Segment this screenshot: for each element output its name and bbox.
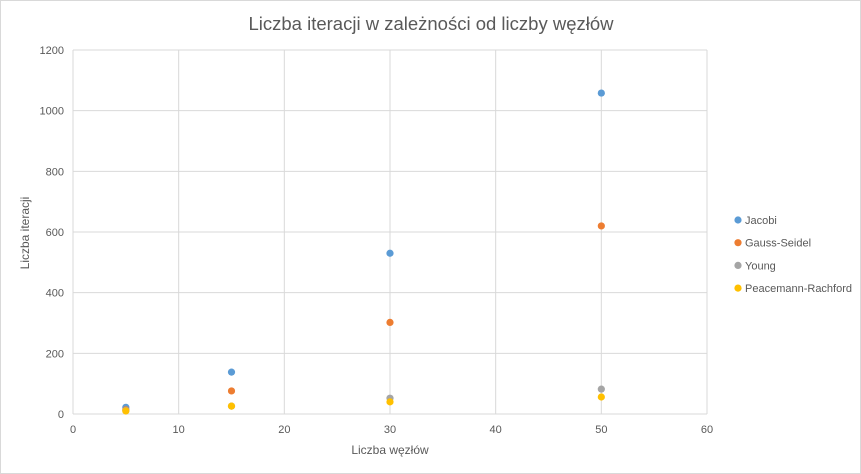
legend-item: Young <box>734 260 776 272</box>
x-tick-label: 30 <box>384 424 396 436</box>
series-peacemann-rachford <box>122 393 605 415</box>
series-jacobi <box>122 89 605 411</box>
x-tick-label: 0 <box>70 424 76 436</box>
y-tick-label: 200 <box>46 348 64 360</box>
series-young <box>122 385 605 414</box>
x-tick-label: 50 <box>595 424 607 436</box>
tick-labels: 0 200 400 600 800 1000 1200 0 10 20 30 40 50 60 <box>40 45 714 436</box>
data-points <box>122 89 605 415</box>
y-tick-label: 1200 <box>40 45 64 57</box>
legend-item: Jacobi <box>734 215 777 227</box>
data-point <box>122 407 130 415</box>
data-point <box>227 387 236 395</box>
data-point <box>386 249 394 257</box>
chart-title: Liczba iteracji w zależności od liczby w… <box>248 13 614 34</box>
y-axis-title: Liczba iteracji <box>18 197 32 270</box>
y-tick-label: 1000 <box>40 106 64 118</box>
data-point <box>386 318 394 326</box>
x-axis-title: Liczba węzłów <box>351 443 429 457</box>
data-point <box>227 368 236 376</box>
data-point <box>597 222 605 230</box>
legend-marker <box>734 261 742 269</box>
legend-marker <box>734 284 742 292</box>
legend-item: Peacemann-Rachford <box>734 283 852 295</box>
series-gauss-seidel <box>122 222 605 414</box>
legend: Jacobi Gauss-Seidel Young Peacemann-Rachfor… <box>734 215 852 295</box>
legend-marker <box>734 216 742 224</box>
legend-label: Jacobi <box>745 215 777 227</box>
legend-label: Gauss-Seidel <box>745 238 811 250</box>
data-point <box>597 385 605 393</box>
legend-label: Young <box>745 260 776 272</box>
data-point <box>597 393 605 401</box>
x-tick-label: 60 <box>701 424 713 436</box>
y-tick-label: 800 <box>46 166 64 178</box>
y-tick-label: 400 <box>46 288 64 300</box>
legend-marker <box>734 239 742 247</box>
x-tick-label: 10 <box>173 424 185 436</box>
data-point <box>597 89 605 97</box>
gridlines <box>72 49 708 415</box>
x-tick-label: 40 <box>490 424 502 436</box>
data-point <box>227 402 236 410</box>
legend-label: Peacemann-Rachford <box>745 283 852 295</box>
x-tick-label: 20 <box>278 424 290 436</box>
y-tick-label: 600 <box>46 227 64 239</box>
legend-item: Gauss-Seidel <box>734 238 811 250</box>
y-tick-label: 0 <box>58 409 64 421</box>
data-point <box>386 398 394 406</box>
